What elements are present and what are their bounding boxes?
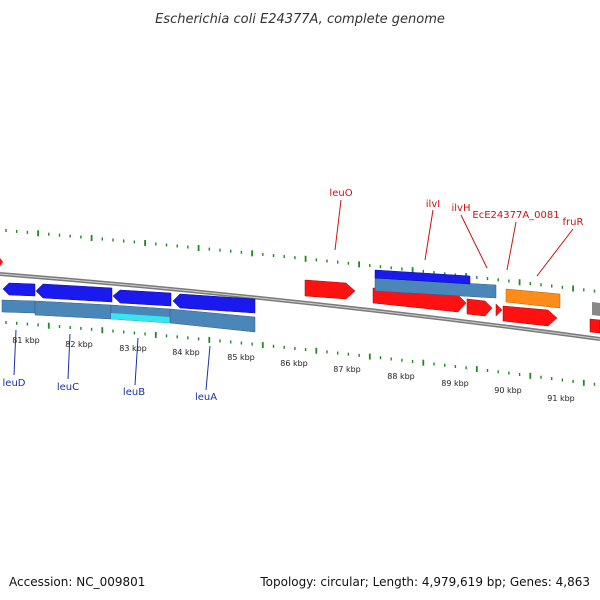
gene-arrow-leuO[interactable] — [304, 279, 356, 300]
gene-label-leuO[interactable]: leuO — [329, 188, 352, 199]
gene-arrow-leuC[interactable] — [35, 283, 113, 303]
kbp-label: 90 kbp — [494, 386, 522, 395]
gene-label-leuA[interactable]: leuA — [195, 392, 217, 403]
kbp-label: 87 kbp — [333, 365, 361, 374]
gene-label-EcE24377A_0081[interactable]: EcE24377A_0081 — [472, 210, 559, 221]
kbp-label: 85 kbp — [227, 353, 255, 362]
gene-arrow-leuD[interactable] — [2, 282, 36, 297]
kbp-scale-labels: 81 kbp 82 kbp 83 kbp 84 kbp 85 kbp 86 kb… — [12, 336, 575, 403]
gene-arrow-EcE24377A_0081[interactable] — [505, 288, 561, 309]
gene-labels-above: leuO ilvI ilvH EcE24377A_0081 fruR — [329, 188, 583, 228]
gene-label-leaders-below — [13, 329, 211, 391]
gene-label-leuB[interactable]: leuB — [123, 387, 145, 398]
tick-row-bottom — [5, 320, 596, 386]
gene-arrow-leuB[interactable] — [112, 289, 172, 307]
ilv-region-upper — [374, 269, 497, 299]
gene-label-leaders-above — [334, 199, 574, 277]
cds-band-leuD[interactable] — [1, 299, 36, 314]
cds-band-leuA[interactable] — [169, 308, 256, 333]
cds-bands-left — [1, 299, 256, 333]
kbp-label: 88 kbp — [387, 372, 415, 381]
gene-label-ilvH[interactable]: ilvH — [452, 203, 471, 214]
kbp-label: 83 kbp — [119, 344, 147, 353]
gene-labels-below: leuD leuC leuB leuA — [3, 378, 218, 403]
gene-bar-ilvI[interactable] — [374, 269, 471, 285]
genome-title: Escherichia coli E24377A, complete genom… — [155, 12, 445, 27]
gene-arrow-fruR[interactable] — [502, 305, 558, 327]
kbp-label: 89 kbp — [441, 379, 469, 388]
gene-label-ilvI[interactable]: ilvI — [426, 199, 440, 210]
gene-arrow-edge-right[interactable] — [589, 318, 600, 334]
kbp-label: 82 kbp — [65, 340, 93, 349]
gene-arrow-small[interactable] — [495, 303, 503, 317]
genome-summary-text: Topology: circular; Length: 4,979,619 bp… — [259, 575, 590, 589]
kbp-label: 86 kbp — [280, 359, 308, 368]
kbp-label: 81 kbp — [12, 336, 40, 345]
gene-label-leuD[interactable]: leuD — [3, 378, 26, 389]
gene-label-leuC[interactable]: leuC — [57, 382, 79, 393]
kbp-label: 91 kbp — [547, 394, 575, 403]
genome-backbone — [0, 272, 600, 341]
cds-band-leuC[interactable] — [34, 300, 112, 320]
gene-arrow-leuA[interactable] — [172, 293, 256, 314]
accession-text: Accession: NC_009801 — [9, 575, 145, 589]
gene-block-edge-right[interactable] — [592, 302, 600, 316]
gene-label-fruR[interactable]: fruR — [563, 217, 584, 228]
kbp-label: 84 kbp — [172, 348, 200, 357]
gene-arrow-edge-left[interactable] — [0, 258, 3, 266]
cds-band-leuB-highlight[interactable] — [111, 313, 170, 323]
reverse-strand-genes — [2, 282, 256, 314]
gene-arrow-ilvH[interactable] — [466, 298, 493, 317]
